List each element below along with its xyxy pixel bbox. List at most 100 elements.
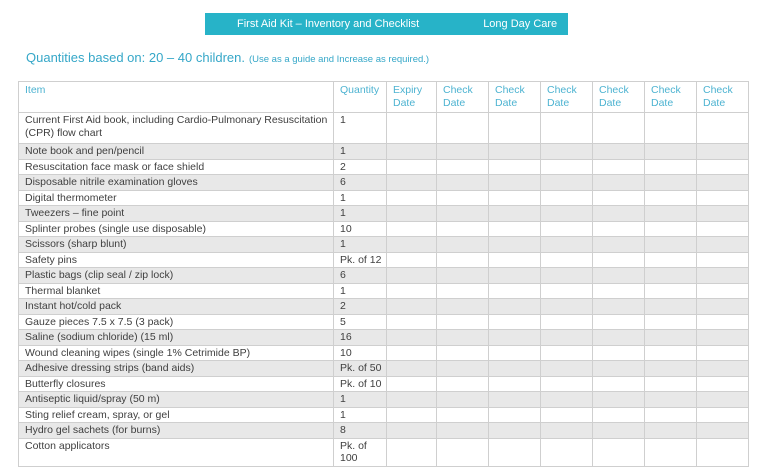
- check-date-cell[interactable]: [696, 422, 749, 439]
- check-date-cell[interactable]: [436, 437, 489, 467]
- check-date-cell[interactable]: [696, 174, 749, 191]
- check-date-cell[interactable]: [488, 344, 541, 361]
- check-date-cell[interactable]: [436, 205, 489, 222]
- check-date-cell[interactable]: [540, 282, 593, 299]
- check-date-cell[interactable]: [488, 298, 541, 315]
- check-date-cell[interactable]: [540, 236, 593, 253]
- check-date-cell[interactable]: [540, 220, 593, 237]
- check-date-cell[interactable]: [488, 329, 541, 346]
- expiry-date-cell[interactable]: [386, 143, 437, 160]
- check-date-cell[interactable]: [540, 406, 593, 423]
- check-date-cell[interactable]: [488, 267, 541, 284]
- check-date-cell[interactable]: [540, 143, 593, 160]
- check-date-cell[interactable]: [488, 313, 541, 330]
- expiry-date-cell[interactable]: [386, 112, 437, 144]
- check-date-cell[interactable]: [644, 220, 697, 237]
- check-date-cell[interactable]: [436, 174, 489, 191]
- check-date-cell[interactable]: [644, 344, 697, 361]
- check-date-cell[interactable]: [644, 298, 697, 315]
- check-date-cell[interactable]: [592, 282, 645, 299]
- check-date-cell[interactable]: [436, 236, 489, 253]
- check-date-cell[interactable]: [488, 406, 541, 423]
- check-date-cell[interactable]: [488, 251, 541, 268]
- check-date-cell[interactable]: [488, 391, 541, 408]
- check-date-cell[interactable]: [644, 267, 697, 284]
- check-date-cell[interactable]: [540, 329, 593, 346]
- check-date-cell[interactable]: [488, 422, 541, 439]
- check-date-cell[interactable]: [592, 360, 645, 377]
- check-date-cell[interactable]: [540, 437, 593, 467]
- check-date-cell[interactable]: [592, 143, 645, 160]
- check-date-cell[interactable]: [592, 437, 645, 467]
- check-date-cell[interactable]: [696, 298, 749, 315]
- check-date-cell[interactable]: [696, 205, 749, 222]
- check-date-cell[interactable]: [644, 437, 697, 467]
- check-date-cell[interactable]: [592, 174, 645, 191]
- check-date-cell[interactable]: [436, 143, 489, 160]
- check-date-cell[interactable]: [592, 112, 645, 144]
- check-date-cell[interactable]: [696, 282, 749, 299]
- check-date-cell[interactable]: [592, 220, 645, 237]
- check-date-cell[interactable]: [540, 344, 593, 361]
- expiry-date-cell[interactable]: [386, 236, 437, 253]
- check-date-cell[interactable]: [488, 236, 541, 253]
- expiry-date-cell[interactable]: [386, 298, 437, 315]
- expiry-date-cell[interactable]: [386, 329, 437, 346]
- check-date-cell[interactable]: [436, 360, 489, 377]
- check-date-cell[interactable]: [436, 391, 489, 408]
- expiry-date-cell[interactable]: [386, 360, 437, 377]
- check-date-cell[interactable]: [488, 375, 541, 392]
- check-date-cell[interactable]: [696, 251, 749, 268]
- check-date-cell[interactable]: [436, 344, 489, 361]
- check-date-cell[interactable]: [592, 158, 645, 175]
- check-date-cell[interactable]: [592, 344, 645, 361]
- expiry-date-cell[interactable]: [386, 313, 437, 330]
- check-date-cell[interactable]: [644, 406, 697, 423]
- check-date-cell[interactable]: [696, 391, 749, 408]
- check-date-cell[interactable]: [436, 298, 489, 315]
- check-date-cell[interactable]: [644, 236, 697, 253]
- check-date-cell[interactable]: [696, 189, 749, 206]
- check-date-cell[interactable]: [488, 158, 541, 175]
- check-date-cell[interactable]: [436, 422, 489, 439]
- check-date-cell[interactable]: [592, 205, 645, 222]
- expiry-date-cell[interactable]: [386, 422, 437, 439]
- check-date-cell[interactable]: [592, 391, 645, 408]
- check-date-cell[interactable]: [540, 205, 593, 222]
- expiry-date-cell[interactable]: [386, 251, 437, 268]
- check-date-cell[interactable]: [540, 174, 593, 191]
- expiry-date-cell[interactable]: [386, 344, 437, 361]
- check-date-cell[interactable]: [592, 298, 645, 315]
- check-date-cell[interactable]: [436, 313, 489, 330]
- check-date-cell[interactable]: [696, 360, 749, 377]
- check-date-cell[interactable]: [644, 375, 697, 392]
- check-date-cell[interactable]: [540, 189, 593, 206]
- expiry-date-cell[interactable]: [386, 174, 437, 191]
- check-date-cell[interactable]: [644, 282, 697, 299]
- expiry-date-cell[interactable]: [386, 406, 437, 423]
- check-date-cell[interactable]: [592, 189, 645, 206]
- check-date-cell[interactable]: [592, 267, 645, 284]
- check-date-cell[interactable]: [696, 158, 749, 175]
- check-date-cell[interactable]: [644, 189, 697, 206]
- check-date-cell[interactable]: [696, 220, 749, 237]
- check-date-cell[interactable]: [592, 313, 645, 330]
- check-date-cell[interactable]: [644, 143, 697, 160]
- check-date-cell[interactable]: [592, 406, 645, 423]
- check-date-cell[interactable]: [644, 422, 697, 439]
- check-date-cell[interactable]: [540, 112, 593, 144]
- check-date-cell[interactable]: [540, 158, 593, 175]
- expiry-date-cell[interactable]: [386, 189, 437, 206]
- check-date-cell[interactable]: [488, 189, 541, 206]
- check-date-cell[interactable]: [644, 251, 697, 268]
- check-date-cell[interactable]: [436, 375, 489, 392]
- check-date-cell[interactable]: [436, 251, 489, 268]
- check-date-cell[interactable]: [436, 112, 489, 144]
- check-date-cell[interactable]: [696, 329, 749, 346]
- check-date-cell[interactable]: [488, 282, 541, 299]
- check-date-cell[interactable]: [488, 174, 541, 191]
- check-date-cell[interactable]: [488, 360, 541, 377]
- check-date-cell[interactable]: [644, 391, 697, 408]
- check-date-cell[interactable]: [644, 313, 697, 330]
- check-date-cell[interactable]: [436, 220, 489, 237]
